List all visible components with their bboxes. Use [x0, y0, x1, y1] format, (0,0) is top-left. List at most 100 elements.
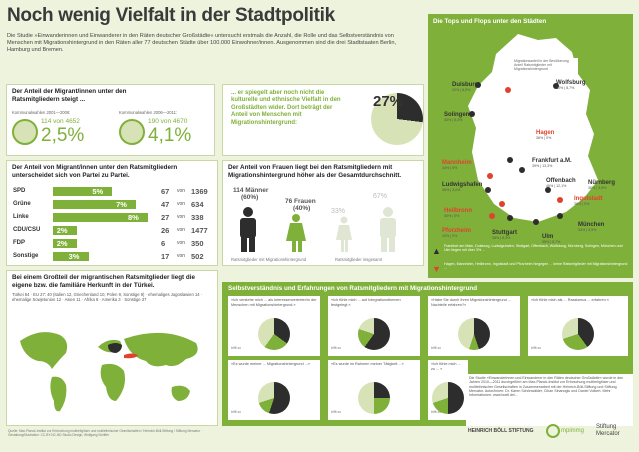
city-val: 39% | 13,3% [532, 164, 553, 168]
women-pct: (40%) [293, 205, 311, 212]
city-val: 36% | 0% [536, 136, 552, 140]
city-label: Solingen 33% | 8,3% [444, 112, 469, 122]
women-label: 76 Frauen (40%) [285, 198, 316, 212]
total-men-pct: 67% [373, 193, 388, 200]
turkey-highlight [124, 353, 138, 359]
city-name: Wolfsburg [556, 80, 586, 86]
city-label: Offenbach 46% | 12,1% [546, 178, 576, 188]
party-pct: 8% [128, 213, 139, 222]
city-name: Offenbach [546, 178, 576, 184]
women-heading: Der Anteil von Frauen liegt bei den Rats… [228, 164, 402, 179]
man-figure-dark [240, 207, 256, 252]
survey-ans-yes: trifft zu [531, 346, 542, 350]
city-name: Nürnberg [588, 180, 615, 186]
note-down: Hagen, Mannheim, Heilbronn, Ingolstadt u… [444, 262, 628, 271]
city-label: Frankfurt a.M. 39% | 13,3% [532, 158, 572, 168]
party-heading: Der Anteil von Migrant/innen unter den R… [12, 164, 178, 179]
city-val: 35% | 5,7% [542, 240, 561, 244]
party-pct: 5% [92, 187, 104, 196]
survey-item: »Ich fühle mich ... zu ... « trifft zu [428, 360, 468, 420]
city-val: 46% | 12,1% [546, 184, 567, 188]
party-row: CDU/CSU 2% 26 von 1477 [13, 226, 221, 235]
party-pct: 3% [68, 252, 80, 261]
logo-mercator-b: Mercator [596, 431, 620, 437]
share-panel: Der Anteil der Migrant/innen unter den R… [6, 84, 215, 156]
city-dot [553, 83, 559, 89]
logo-mercator-a: Stiftung [596, 424, 617, 430]
city-label: München 34% | 3,5% [578, 222, 604, 232]
city-label: Hagen 36% | 0% [536, 130, 554, 140]
share-heading: Der Anteil der Migrant/innen unter den R… [12, 88, 127, 103]
city-val: 30% | 8,7% [556, 86, 575, 90]
woman-figure-green [286, 214, 306, 252]
city-label: Pforzheim 43% | 0% [442, 228, 471, 238]
city-label: Stuttgart 38% | 8,3% [492, 230, 517, 240]
party-count: 67 [161, 187, 170, 196]
party-bar [53, 239, 77, 248]
mirror-pct: 27% [373, 93, 404, 110]
party-total: 1369 [191, 187, 208, 196]
city-dot [487, 173, 493, 179]
mirror-text: ... er spiegelt aber noch nicht die kult… [231, 90, 341, 126]
city-dot [475, 82, 481, 88]
city-name: Ulm [542, 234, 554, 240]
city-val: 34% | 3,5% [578, 228, 597, 232]
city-name: Stuttgart [492, 230, 517, 236]
party-bar [53, 226, 77, 235]
survey-ans-yes: trifft zu [331, 346, 342, 350]
city-dot [519, 167, 525, 173]
survey-ans-yes: trifft zu [231, 410, 242, 414]
survey-item: »Ich verstehe mich ... als Interessenver… [228, 296, 320, 356]
men-label: 114 Männer (60%) [233, 187, 268, 201]
party-total: 338 [191, 213, 204, 222]
survey-question: »Es wurde im Rahmen meiner Tätigkeit ...… [331, 362, 404, 366]
city-name: München [578, 222, 605, 228]
party-von: von [177, 214, 186, 220]
source-text: Quelle: Max-Planck-Institut zur Erforsch… [8, 429, 202, 437]
city-name: Pforzheim [442, 228, 472, 234]
city-label: Ludwigshafen 35% | 3,0% [442, 182, 482, 192]
party-bar [53, 213, 148, 222]
woman-figure-light [336, 216, 352, 252]
party-bar [53, 252, 89, 261]
map-heading: Die Tops und Flops unter den Städten [433, 18, 547, 25]
survey-pie [458, 318, 490, 350]
party-count: 17 [161, 252, 170, 261]
city-label: Duisburg 20% | 8,5% [452, 82, 478, 92]
survey-question: »Es wurde meiner ... Migrationshintergru… [231, 362, 310, 366]
party-count: 27 [161, 213, 170, 222]
survey-question: »Ich fühle mich ... auf Integrationsthem… [331, 298, 401, 307]
survey-ans-yes: trifft zu [431, 410, 442, 414]
party-von: von [177, 240, 186, 246]
survey-item: »Ich fühle mich als ... Rassismus ... er… [528, 296, 628, 356]
legend1: Migrationsanteil in der Bevölkerung [514, 59, 569, 63]
logo-boell: HEINRICH BÖLL STIFTUNG [468, 428, 534, 434]
city-dot [489, 213, 495, 219]
survey-panel: Selbstverständnis und Erfahrungen von Ra… [222, 282, 633, 426]
survey-item: »Habe Sie durch Ihren Migrationshintergr… [428, 296, 520, 356]
party-count: 6 [161, 239, 166, 248]
mirror-pie [371, 93, 423, 145]
city-label: Nürnberg 36% | 3,9% [588, 180, 615, 190]
survey-ans-yes: trifft zu [331, 410, 342, 414]
survey-pie [358, 382, 390, 414]
intro-text: Die Studie »Einwanderinnen und Einwander… [7, 33, 397, 54]
survey-item: »Es wurde im Rahmen meiner Tätigkeit ...… [328, 360, 420, 420]
world-map [20, 332, 198, 412]
city-val: 38% | 8,3% [492, 236, 511, 240]
city-name: Mannheim [442, 160, 472, 166]
party-von: von [177, 188, 186, 194]
count1: 114 von 4652 [41, 118, 80, 125]
party-row: Grüne 7% 47 von 634 [13, 200, 221, 209]
share-icon-1 [12, 119, 38, 145]
survey-pie [562, 318, 594, 350]
origin-list: Türkei 54 · EU 27: 40 (Italien 12, Griec… [12, 292, 203, 302]
survey-pie [258, 318, 290, 350]
city-label: Mannheim 34% | 0% [442, 160, 472, 170]
party-count: 47 [161, 200, 170, 209]
total-women-pct: 33% [331, 208, 346, 215]
city-dot [545, 187, 551, 193]
party-name: Linke [13, 214, 29, 220]
party-name: Grüne [13, 201, 31, 207]
city-dot [557, 197, 563, 203]
